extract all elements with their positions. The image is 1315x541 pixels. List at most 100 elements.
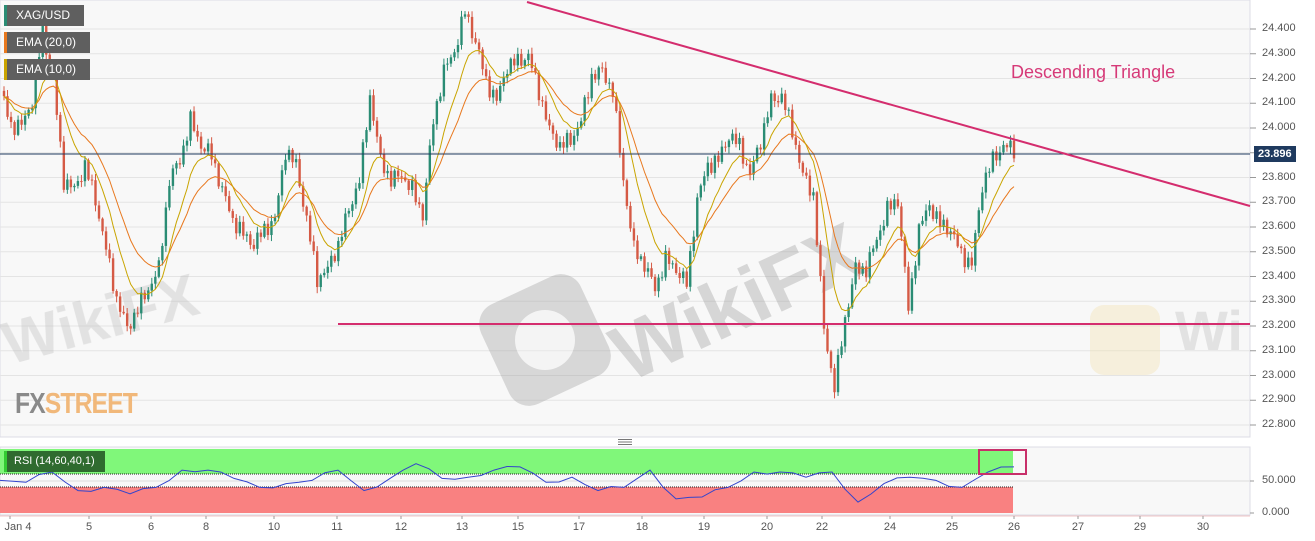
candle-body [597,67,600,80]
rsi-y-tick-label: 0.000 [1262,506,1290,518]
candle-body [326,266,329,273]
y-tick-label: 24.100 [1262,96,1296,109]
candle-body [259,232,263,237]
candle-body [340,236,344,241]
candle-body [924,210,928,221]
candle-body [235,217,238,234]
candle-body [741,137,745,164]
x-tick-label: 25 [945,521,959,533]
candle-body [435,101,439,125]
candle-body [555,133,558,148]
candle-body [569,132,572,145]
candle-body [850,284,854,308]
candle-body [210,143,213,160]
descending-trendline[interactable] [526,1,1251,207]
candle-body [277,195,280,218]
candle-body [217,163,220,187]
candle-body [843,317,847,347]
y-tick-label: 23.300 [1262,294,1296,307]
candle-body [882,225,885,231]
candle-body [161,245,164,261]
candle-body [674,263,678,273]
y-tick-label: 22.800 [1262,418,1296,430]
legend-ema20-label: EMA (20,0) [16,35,77,49]
candle-body [787,109,790,111]
candle-body [988,171,991,173]
candle-body [66,179,69,190]
candle-body [812,192,815,196]
candle-body [87,160,90,180]
candle-body [189,111,192,141]
y-tick-label: 23.700 [1262,195,1296,208]
candle-body [805,172,808,176]
rsi-line [0,463,1015,503]
candle-body [453,52,456,58]
candle-body [9,116,13,123]
candle-body [907,266,910,311]
candle-body [182,145,185,165]
y-tick-label: 23.800 [1262,170,1296,183]
candle-body [439,96,442,102]
candle-body [826,328,829,352]
candle-body [748,164,752,175]
candle-body [104,231,108,250]
candle-body [615,96,618,112]
candle-body [801,162,805,173]
candle-body [910,278,914,311]
candle-body [118,296,122,312]
candle-body [59,114,62,142]
candle-body [886,200,889,226]
x-tick-label: 19 [697,521,711,533]
legend-symbol[interactable]: XAG/USD [4,5,84,26]
x-tick-label: 17 [572,521,586,533]
candle-body [784,93,787,111]
candle-body [425,182,428,221]
candle-body [442,64,446,97]
candle-body [111,258,115,292]
candle-body [558,142,562,148]
candle-body [706,162,710,177]
legend-ema10[interactable]: EMA (10,0) [4,59,90,80]
candle-body [80,181,83,183]
candle-body [703,176,706,186]
candle-body [657,277,660,292]
candle-body [365,130,368,143]
candle-body [509,58,512,74]
candle-body [231,211,234,218]
candle-body [643,256,646,272]
candle-body [534,68,537,73]
candle-body [368,95,372,131]
candle-body [178,163,182,165]
candle-body [541,100,544,102]
candle-body [372,95,375,121]
candle-body [565,132,569,148]
legend-rsi[interactable]: RSI (14,60,40,1) [4,451,105,472]
candle-body [777,101,780,103]
candle-body [101,218,104,232]
candle-body [681,271,685,278]
candle-body [245,234,249,236]
candle-body [502,77,505,86]
candle-body [347,210,351,214]
candle-body [400,176,403,178]
candle-body [520,53,523,66]
candle-body [122,311,125,314]
candle-body [164,207,168,246]
x-tick-label: Jan 4 [4,521,32,533]
candle-body [981,192,984,211]
y-tick-label: 24.000 [1262,121,1296,133]
candle-body [995,151,998,161]
x-tick-label: 13 [455,521,469,533]
candle-body [125,313,129,327]
rsi-overbought-zone [0,449,1013,474]
candle-body [861,266,864,274]
candle-body [192,111,196,131]
candle-body [998,152,1002,161]
panel-resize-handle[interactable] [616,438,634,446]
candle-body [629,205,632,229]
candle-body [689,250,692,287]
legend-ema20[interactable]: EMA (20,0) [4,32,90,53]
x-tick-label: 24 [883,521,897,533]
candle-body [30,108,34,110]
candle-body [991,151,995,172]
